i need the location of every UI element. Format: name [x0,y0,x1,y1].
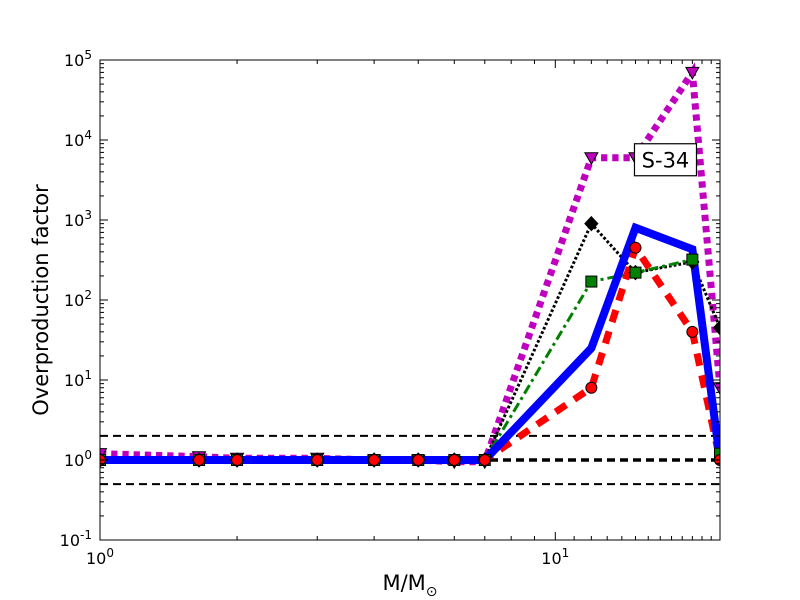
x-axis-label: M/M⊙ [382,571,437,600]
series-3-marker-6 [448,454,461,466]
series-2-marker-9 [629,266,642,279]
series-0-marker-11 [712,382,720,396]
y-axis-label: Overproduction factor [29,184,53,416]
series-0-marker-8 [583,152,599,166]
series-3-marker-8 [585,381,598,394]
y-tick-label-3: 102 [64,288,92,310]
x-axis-label-sub: ⊙ [426,584,438,600]
series-3-marker-2 [231,454,244,466]
series-3-marker-9 [629,241,642,254]
series-3-marker-3 [311,454,324,466]
series-1-marker-8 [584,215,599,232]
annotation-label: S-34 [642,149,690,173]
series-3-marker-4 [368,454,381,466]
y-tick-label-5: 104 [64,128,92,150]
series-2-marker-11 [714,447,720,460]
plot-area [100,60,720,540]
x-axis-label-main: M/M [382,571,425,595]
series-2-marker-8 [585,275,598,288]
series-3-marker-7 [478,454,491,466]
series-3-marker-10 [686,325,699,338]
series-2-marker-10 [686,253,699,266]
y-tick-label-1: 100 [64,448,92,470]
annotation-frame [633,143,698,177]
y-tick-label-6: 105 [64,48,92,70]
marker-layer [100,66,720,470]
y-tick-label-2: 101 [64,368,92,390]
series-3-marker-5 [412,454,425,466]
series-0-marker-10 [685,66,700,80]
x-tick-label-1: 101 [541,546,569,568]
x-tick-label-0: 100 [86,546,114,568]
y-tick-label-0: 10-1 [60,528,92,550]
annotation-box: S-34 [633,143,698,177]
y-tick-label-4: 103 [64,208,92,230]
series-3-marker-1 [193,454,206,466]
